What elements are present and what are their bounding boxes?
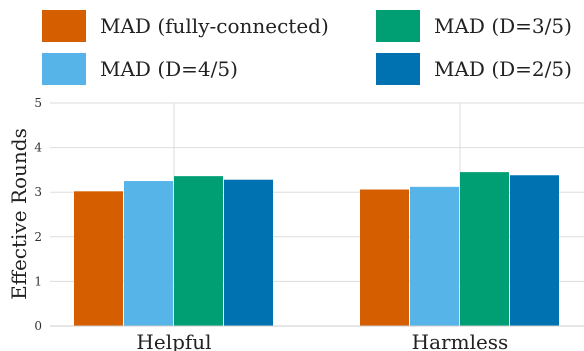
legend-item-d-3-5: MAD (D=3/5) bbox=[376, 10, 572, 42]
legend-swatch-d-4-5 bbox=[42, 53, 86, 85]
legend-swatch-d-3-5 bbox=[376, 10, 420, 42]
bar-helpful-3 bbox=[224, 179, 273, 326]
y-tick-label: 3 bbox=[34, 185, 42, 199]
legend-item-d-2-5: MAD (D=2/5) bbox=[376, 53, 572, 85]
y-tick-label: 1 bbox=[34, 274, 42, 288]
y-axis-label: Effective Rounds bbox=[7, 128, 31, 300]
bar-harmless-0 bbox=[360, 189, 409, 326]
legend-swatch-fully-connected bbox=[42, 10, 86, 42]
legend-swatch-d-2-5 bbox=[376, 53, 420, 85]
bar-harmless-2 bbox=[460, 172, 509, 326]
legend-label-fully-connected: MAD (fully-connected) bbox=[100, 14, 329, 38]
legend: MAD (fully-connected) MAD (D=3/5) MAD (D… bbox=[0, 0, 584, 100]
legend-item-d-4-5: MAD (D=4/5) bbox=[42, 53, 238, 85]
y-tick-label: 4 bbox=[34, 141, 42, 155]
legend-label-d-3-5: MAD (D=3/5) bbox=[434, 14, 572, 38]
y-tick-label: 5 bbox=[34, 96, 42, 110]
bar-harmless-3 bbox=[510, 175, 559, 326]
legend-item-fully-connected: MAD (fully-connected) bbox=[42, 10, 329, 42]
x-tick-label: Helpful bbox=[136, 330, 211, 351]
y-tick-label: 2 bbox=[34, 230, 42, 244]
axes: 0 1 2 3 4 5 Helpful Harmless bbox=[34, 96, 584, 351]
bar-helpful-2 bbox=[174, 176, 223, 326]
bars bbox=[74, 172, 559, 326]
bar-harmless-1 bbox=[410, 186, 459, 326]
legend-label-d-2-5: MAD (D=2/5) bbox=[434, 57, 572, 81]
x-tick-label: Harmless bbox=[412, 330, 509, 351]
bar-helpful-1 bbox=[124, 181, 173, 326]
y-tick-label: 0 bbox=[34, 319, 42, 333]
bar-helpful-0 bbox=[74, 191, 123, 326]
legend-label-d-4-5: MAD (D=4/5) bbox=[100, 57, 238, 81]
